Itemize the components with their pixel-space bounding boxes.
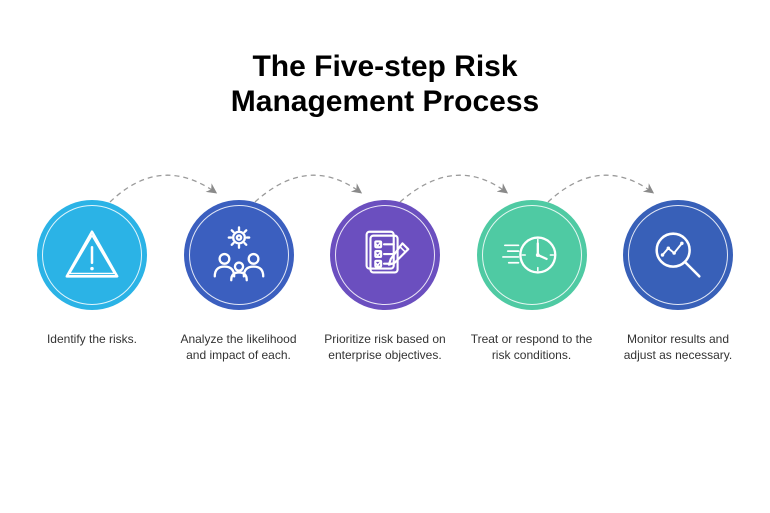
- magnifier-chart-icon: [647, 224, 709, 286]
- step-1-label: Identify the risks.: [27, 332, 157, 348]
- step-3-label: Prioritize risk based on enterprise obje…: [320, 332, 450, 363]
- step-2: Analyze the likelihood and impact of eac…: [175, 200, 303, 363]
- step-1: Identify the risks.: [28, 200, 156, 363]
- step-1-circle: [37, 200, 147, 310]
- people-gear-icon: [208, 224, 270, 286]
- step-4-circle: [477, 200, 587, 310]
- title-line-1: The Five-step Risk: [252, 50, 517, 83]
- arrow-4: [548, 175, 652, 202]
- step-2-circle: [184, 200, 294, 310]
- speed-clock-icon: [501, 224, 563, 286]
- arrow-2: [255, 175, 360, 202]
- page-title: The Five-step Risk Management Process: [0, 50, 770, 119]
- title-line-2: Management Process: [231, 85, 539, 118]
- step-2-label: Analyze the likelihood and impact of eac…: [174, 332, 304, 363]
- step-3-circle: [330, 200, 440, 310]
- arrow-1: [110, 175, 215, 202]
- step-5: Monitor results and adjust as necessary.: [614, 200, 742, 363]
- steps-row: Identify the risks.: [0, 200, 770, 363]
- step-5-label: Monitor results and adjust as necessary.: [613, 332, 743, 363]
- step-5-circle: [623, 200, 733, 310]
- checklist-pencil-icon: [354, 224, 416, 286]
- step-3: Prioritize risk based on enterprise obje…: [321, 200, 449, 363]
- step-4: Treat or respond to the risk conditions.: [468, 200, 596, 363]
- step-4-label: Treat or respond to the risk conditions.: [467, 332, 597, 363]
- warning-triangle-icon: [61, 224, 123, 286]
- arrow-3: [400, 175, 506, 202]
